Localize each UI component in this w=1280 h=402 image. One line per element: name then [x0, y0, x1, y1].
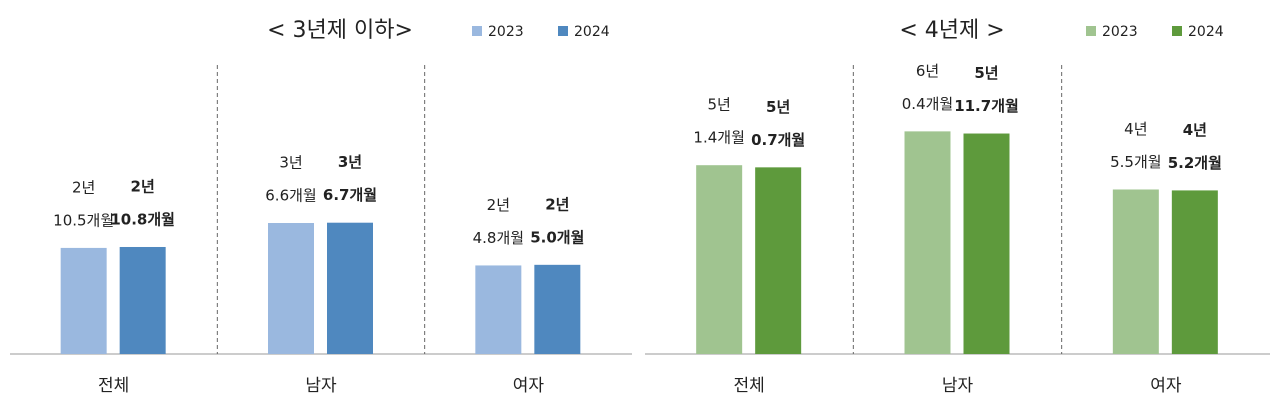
value-label: 0.4개월: [902, 95, 953, 113]
value-label: 4.8개월: [473, 229, 524, 247]
bar: [696, 165, 743, 354]
value-label: 5.0개월: [530, 228, 584, 246]
bar: [268, 223, 314, 354]
legend-swatch: [472, 26, 482, 36]
bar: [534, 264, 581, 354]
value-label: 3년: [279, 154, 302, 172]
value-label: 10.8개월: [110, 210, 175, 228]
value-label: 3년: [338, 153, 362, 171]
x-tick-label: 여자: [1150, 376, 1182, 396]
value-label: 2년: [72, 178, 95, 196]
bar: [755, 167, 802, 354]
legend-label: 2023: [1102, 24, 1138, 40]
value-label: 10.5개월: [53, 211, 114, 229]
value-label: 6.6개월: [265, 187, 316, 205]
bar: [1112, 189, 1159, 354]
legend-label: 2024: [574, 24, 610, 40]
bar: [119, 246, 166, 354]
value-label: 2년: [487, 196, 510, 214]
value-label: 5년: [766, 98, 790, 116]
bar: [327, 222, 373, 354]
x-tick-label: 전체: [734, 376, 765, 396]
bar: [1171, 190, 1218, 354]
bar: [475, 265, 522, 354]
chart-title: < 4년제 >: [899, 18, 1004, 43]
chart-title: < 3년제 이하>: [267, 18, 413, 43]
value-label: 4년: [1183, 121, 1207, 139]
x-tick-label: 전체: [98, 376, 129, 396]
value-label: 2년: [545, 195, 569, 213]
value-label: 1.4개월: [693, 129, 744, 147]
legend-swatch: [558, 26, 568, 36]
bar: [60, 247, 107, 354]
value-label: 6.7개월: [323, 186, 377, 204]
bar: [904, 131, 951, 354]
legend-label: 2023: [488, 24, 524, 40]
value-label: 2년: [131, 177, 155, 195]
value-label: 11.7개월: [954, 97, 1019, 115]
x-tick-label: 남자: [305, 376, 337, 396]
value-label: 5.5개월: [1110, 153, 1161, 171]
value-label: 5년: [974, 64, 998, 82]
value-label: 5년: [707, 96, 730, 114]
value-label: 6년: [916, 62, 939, 80]
value-label: 5.2개월: [1168, 154, 1222, 172]
bar: [963, 133, 1010, 354]
legend-swatch: [1086, 26, 1096, 36]
x-tick-label: 여자: [513, 376, 545, 396]
x-tick-label: 남자: [942, 376, 974, 396]
legend-swatch: [1172, 26, 1182, 36]
value-label: 4년: [1124, 120, 1147, 138]
value-label: 0.7개월: [751, 131, 805, 149]
legend-label: 2024: [1188, 24, 1224, 40]
